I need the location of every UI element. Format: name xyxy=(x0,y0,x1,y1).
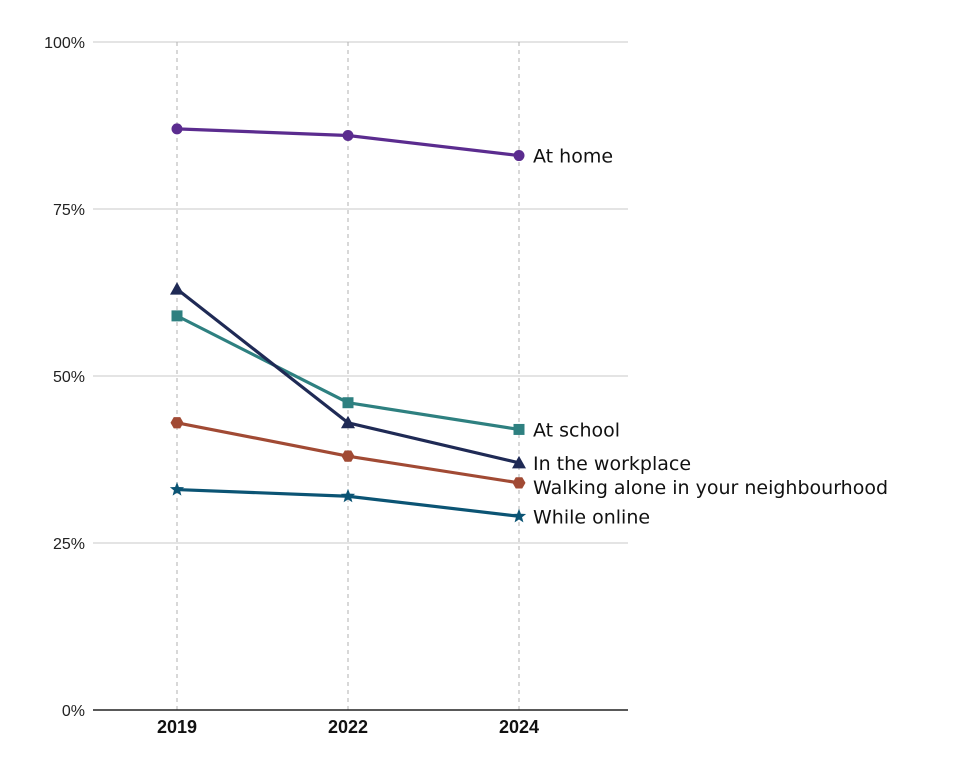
series-lines xyxy=(169,123,527,523)
data-point xyxy=(512,477,526,489)
x-tick-label: 2024 xyxy=(499,717,539,737)
series-at-school xyxy=(171,310,525,435)
data-point xyxy=(171,123,183,135)
series-while-online xyxy=(169,482,527,523)
data-point xyxy=(341,415,355,429)
x-tick-label: 2022 xyxy=(328,717,368,737)
gridlines xyxy=(93,41,628,710)
data-point xyxy=(513,423,525,435)
series-at-home xyxy=(171,123,525,162)
series-label: In the workplace xyxy=(533,453,691,475)
data-point xyxy=(512,455,526,469)
data-point xyxy=(513,150,525,162)
y-tick-label: 50% xyxy=(53,369,85,386)
data-point xyxy=(169,482,185,496)
data-point xyxy=(171,310,183,322)
data-point xyxy=(170,417,184,429)
series-walking-alone-in-your-neighbourhood xyxy=(170,417,526,489)
y-tick-label: 100% xyxy=(44,35,85,52)
series-label: Walking alone in your neighbourhood xyxy=(533,477,888,499)
series-label: At home xyxy=(533,146,613,168)
y-tick-label: 0% xyxy=(62,703,85,720)
series-labels: At home At school In the workplaceWalking … xyxy=(533,146,888,529)
data-point xyxy=(170,282,184,295)
data-point xyxy=(341,450,355,462)
series-label: While online xyxy=(533,506,650,528)
data-point xyxy=(342,397,354,409)
data-point xyxy=(340,488,356,503)
series-label: At school xyxy=(533,419,620,441)
y-tick-label: 75% xyxy=(53,202,85,219)
x-tick-label: 2019 xyxy=(157,717,197,737)
y-tick-label: 25% xyxy=(53,536,85,553)
data-point xyxy=(511,508,527,523)
data-point xyxy=(342,130,354,142)
series-in-the-workplace xyxy=(170,282,526,469)
axes: 0% 25% 50% 75% 100% 2019 2022 2024 xyxy=(44,35,628,737)
